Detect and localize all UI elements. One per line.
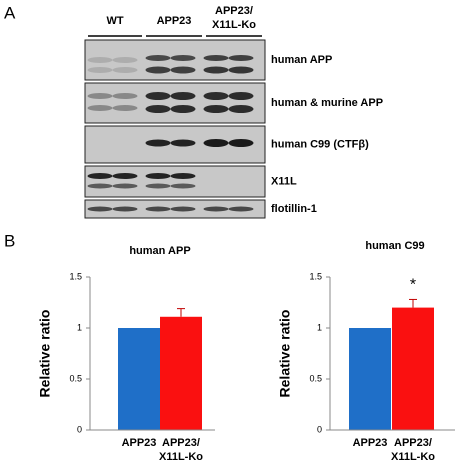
band	[170, 173, 196, 179]
y-tick-label: 0.5	[69, 373, 82, 383]
band	[112, 206, 138, 212]
x-tick-label: APP23	[121, 437, 157, 449]
band	[112, 93, 138, 99]
y-axis-label: Relative ratio	[277, 310, 293, 398]
band	[170, 92, 196, 100]
y-tick-label: 0	[77, 424, 82, 434]
band	[87, 105, 113, 111]
band	[145, 105, 171, 113]
blot-label: human C99 (CTFβ)	[271, 138, 369, 150]
band	[203, 139, 229, 147]
y-tick-label: 1.5	[309, 271, 322, 281]
band	[170, 55, 196, 61]
band	[203, 92, 229, 100]
band	[228, 139, 254, 147]
band	[145, 139, 171, 147]
blot-label: X11L	[271, 175, 297, 187]
bar	[349, 328, 391, 430]
band	[145, 92, 171, 100]
band	[170, 206, 196, 212]
band	[145, 55, 171, 61]
x-tick-label: APP23	[352, 437, 388, 449]
group-label: APP23	[156, 15, 192, 27]
y-tick-label: 0	[317, 424, 322, 434]
band	[87, 57, 113, 63]
y-tick-label: 0.5	[309, 373, 322, 383]
panel-label: A	[4, 3, 16, 22]
band	[112, 173, 138, 179]
band	[170, 139, 196, 147]
band	[112, 105, 138, 111]
chart-title: human C99	[365, 240, 424, 252]
band	[203, 66, 229, 74]
blot-label: human APP	[271, 54, 332, 66]
band	[228, 105, 254, 113]
band	[112, 183, 138, 189]
band	[145, 206, 171, 212]
bar	[160, 316, 202, 430]
band	[87, 206, 113, 212]
band	[228, 55, 254, 61]
y-tick-label: 1	[317, 322, 322, 332]
y-tick-label: 1	[77, 322, 82, 332]
y-axis-label: Relative ratio	[37, 310, 53, 398]
group-label: APP23/ X11L-Ko	[211, 5, 256, 31]
band	[87, 173, 113, 179]
band	[170, 183, 196, 189]
group-label: WT	[106, 15, 124, 27]
band	[203, 55, 229, 61]
band	[112, 67, 138, 73]
band	[203, 105, 229, 113]
blot	[84, 82, 266, 124]
x-tick-label: APP23/ X11L-Ko	[390, 437, 435, 463]
blot	[84, 165, 266, 198]
band	[145, 173, 171, 179]
bar	[392, 307, 434, 430]
band	[203, 206, 229, 212]
significance-mark: *	[410, 277, 416, 294]
bar	[118, 328, 160, 430]
band	[145, 183, 171, 189]
band	[170, 66, 196, 74]
band	[87, 93, 113, 99]
band	[87, 183, 113, 189]
band	[145, 66, 171, 74]
blot-label: flotillin-1	[271, 203, 317, 215]
x-tick-label: APP23/ X11L-Ko	[158, 437, 203, 463]
y-tick-label: 1.5	[69, 271, 82, 281]
band	[170, 105, 196, 113]
band	[228, 206, 254, 212]
band	[112, 57, 138, 63]
blot-label: human & murine APP	[271, 97, 383, 109]
band	[87, 67, 113, 73]
band	[228, 92, 254, 100]
panel-label: B	[4, 231, 15, 250]
chart-title: human APP	[129, 245, 190, 257]
band	[228, 66, 254, 74]
